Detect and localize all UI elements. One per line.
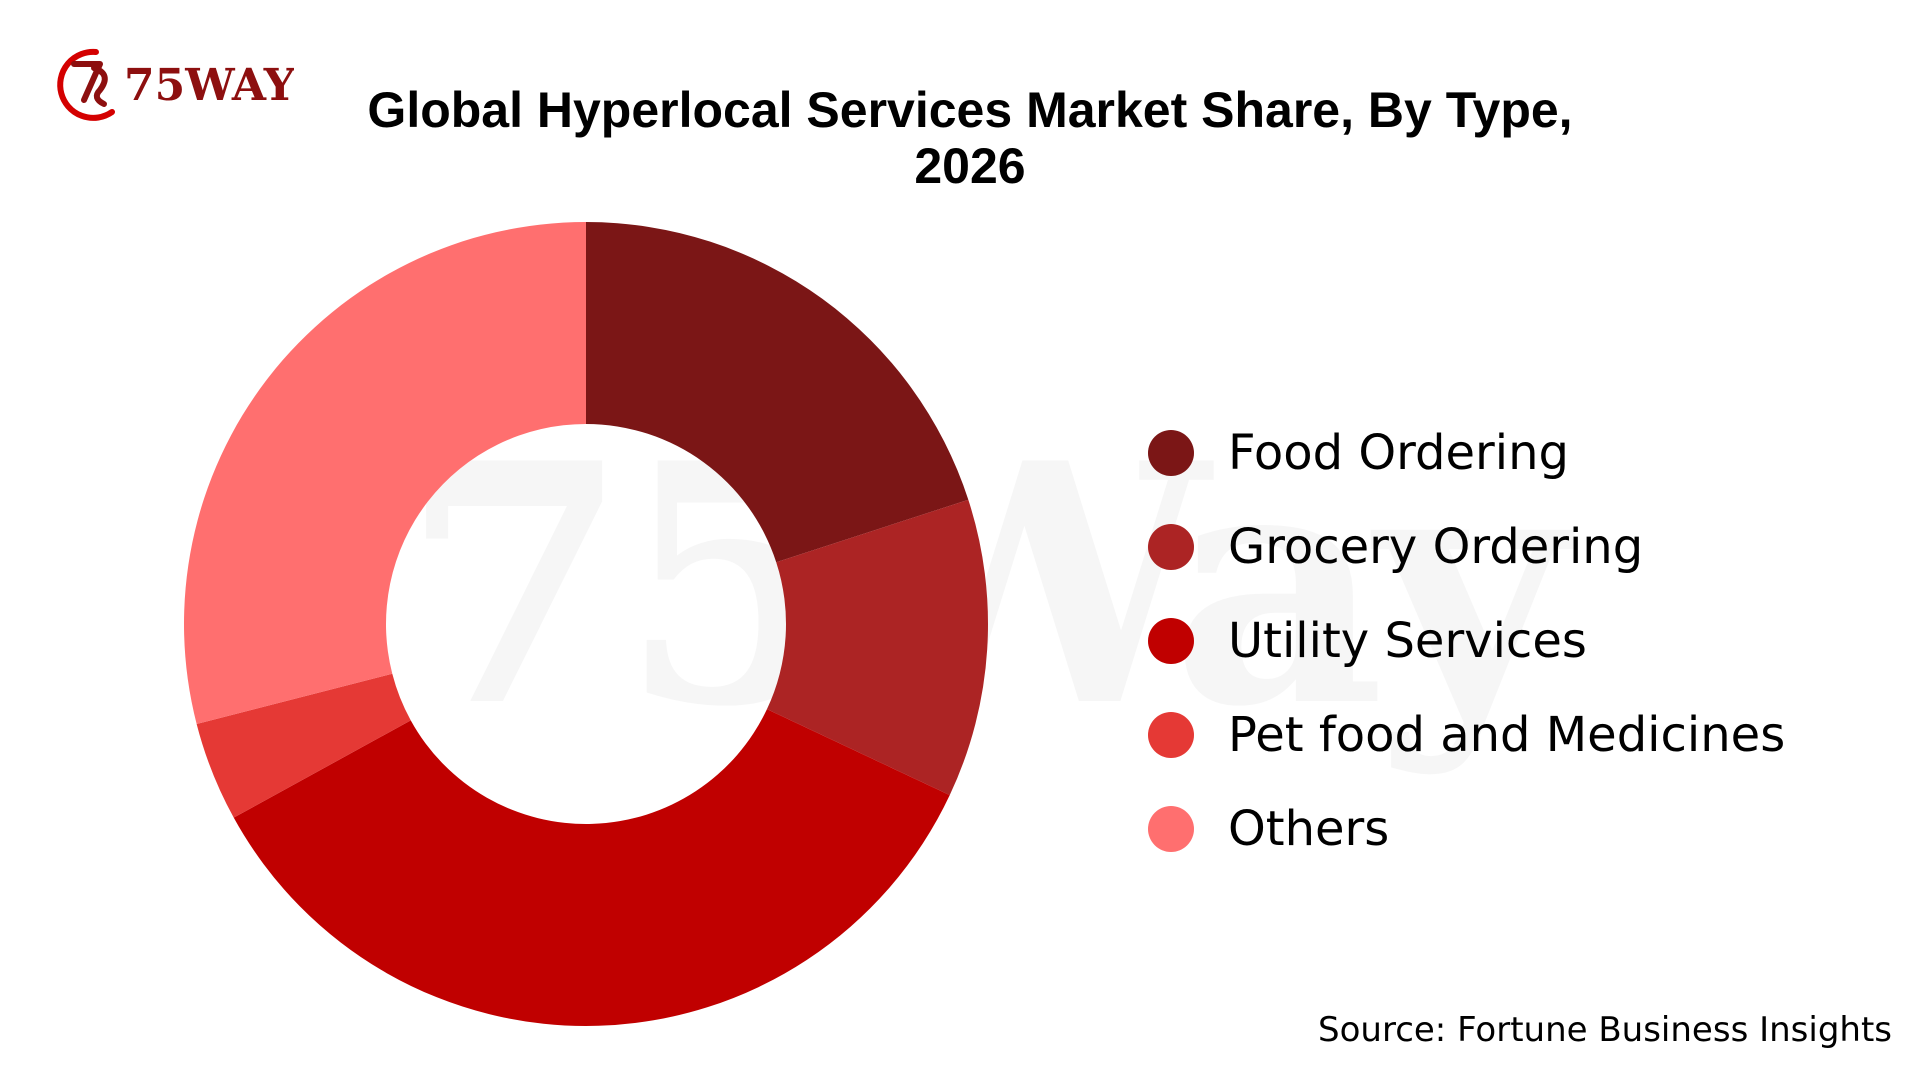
legend-label: Utility Services: [1228, 613, 1587, 669]
legend-item-others: Others: [1148, 782, 1785, 876]
legend-label: Pet food and Medicines: [1228, 707, 1786, 763]
donut-slice-others: [184, 222, 586, 724]
donut-slice-utility-services: [233, 709, 950, 1026]
chart-legend: Food Ordering Grocery Ordering Utility Ser…: [1148, 406, 1785, 876]
legend-item-grocery-ordering: Grocery Ordering: [1148, 500, 1785, 594]
legend-label: Food Ordering: [1228, 425, 1569, 481]
legend-item-food-ordering: Food Ordering: [1148, 406, 1785, 500]
logo-wordmark: 75WAY: [124, 60, 294, 111]
legend-swatch-icon: [1148, 618, 1194, 664]
legend-swatch-icon: [1148, 806, 1194, 852]
legend-swatch-icon: [1148, 524, 1194, 570]
donut-slice-pet-food-and-medicines: [196, 673, 411, 818]
source-note: Source: Fortune Business Insights: [1318, 1010, 1892, 1050]
company-logo: 75WAY: [57, 48, 294, 121]
legend-swatch-icon: [1148, 712, 1194, 758]
legend-item-utility-services: Utility Services: [1148, 594, 1785, 688]
logo-emblem-icon: [57, 48, 115, 121]
donut-slice-food-ordering: [586, 222, 969, 563]
donut-slice-grocery-ordering: [766, 499, 988, 796]
legend-label: Others: [1228, 801, 1390, 857]
legend-swatch-icon: [1148, 430, 1194, 476]
legend-item-pet-food-and-medicines: Pet food and Medicines: [1148, 688, 1785, 782]
chart-title: Global Hyperlocal Services Market Share,…: [367, 82, 1573, 194]
legend-label: Grocery Ordering: [1228, 519, 1644, 575]
